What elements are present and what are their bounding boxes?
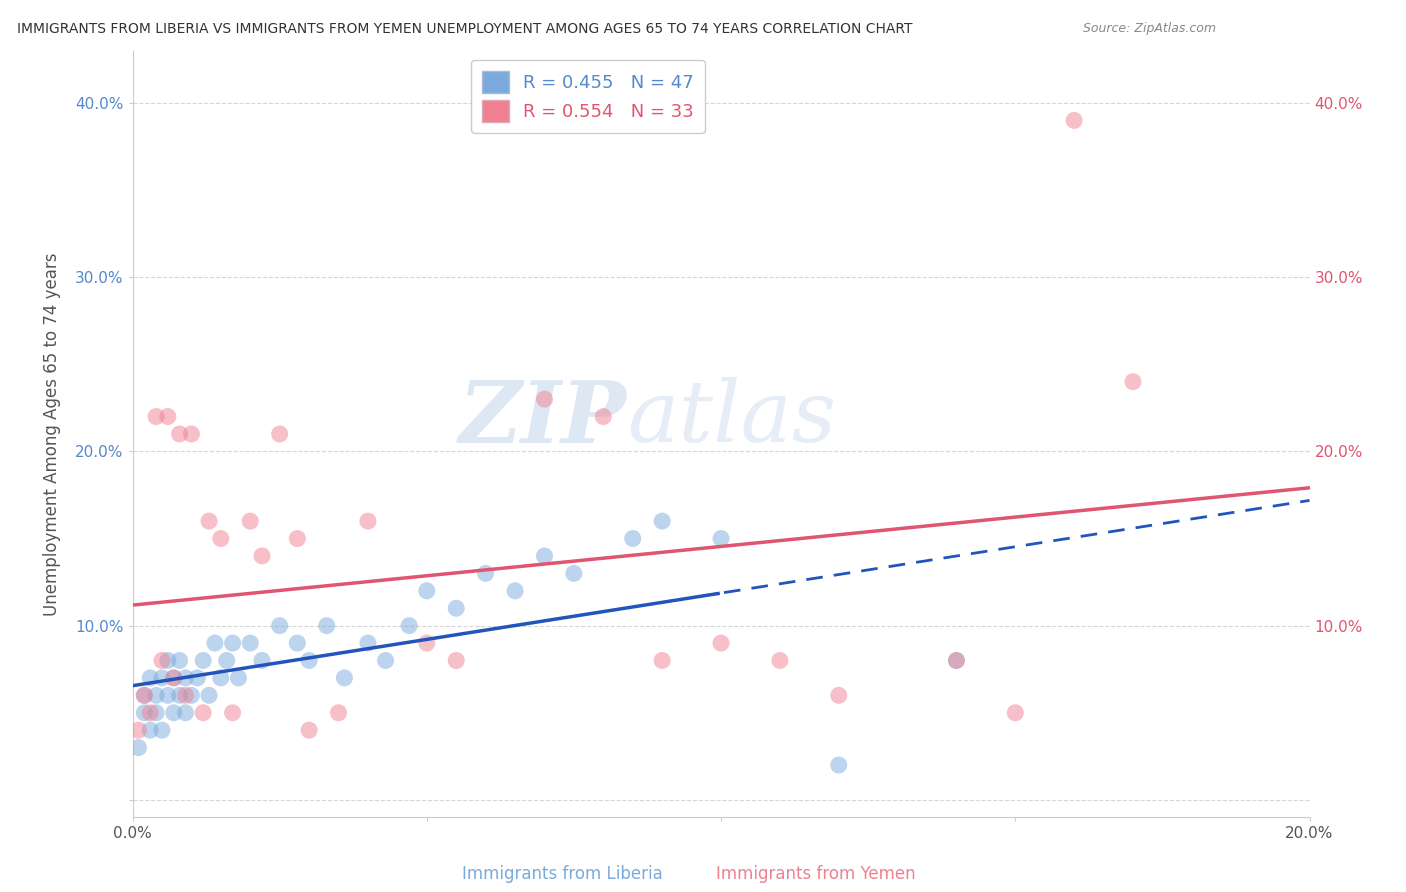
Point <box>416 636 439 650</box>
Point <box>169 689 191 703</box>
Point <box>298 723 321 738</box>
Point <box>710 532 733 546</box>
Point <box>191 706 214 720</box>
Point <box>221 636 243 650</box>
Point <box>444 653 467 667</box>
Point <box>285 636 308 650</box>
Point <box>562 566 585 581</box>
Point <box>198 514 221 528</box>
Point <box>828 758 851 772</box>
Point <box>315 618 337 632</box>
Point <box>1004 706 1026 720</box>
Point <box>174 689 197 703</box>
Point <box>651 514 673 528</box>
Point <box>139 671 162 685</box>
Point <box>180 689 202 703</box>
Point <box>533 549 555 563</box>
Point <box>174 706 197 720</box>
Point <box>533 392 555 406</box>
Text: Immigrants from Yemen: Immigrants from Yemen <box>716 864 915 882</box>
Point <box>156 689 179 703</box>
Point <box>127 740 149 755</box>
Point <box>710 636 733 650</box>
Point <box>145 689 167 703</box>
Point <box>145 409 167 424</box>
Point <box>239 514 262 528</box>
Text: IMMIGRANTS FROM LIBERIA VS IMMIGRANTS FROM YEMEN UNEMPLOYMENT AMONG AGES 65 TO 7: IMMIGRANTS FROM LIBERIA VS IMMIGRANTS FR… <box>17 22 912 37</box>
Point <box>828 689 851 703</box>
Point <box>163 671 186 685</box>
Point <box>204 636 226 650</box>
Point <box>1063 113 1085 128</box>
Point <box>1122 375 1144 389</box>
Point <box>145 706 167 720</box>
Point <box>250 549 273 563</box>
Point <box>150 723 173 738</box>
Point <box>174 671 197 685</box>
Point <box>163 706 186 720</box>
Point <box>298 653 321 667</box>
Text: Immigrants from Liberia: Immigrants from Liberia <box>463 864 662 882</box>
Point <box>191 653 214 667</box>
Point <box>139 706 162 720</box>
Point <box>156 653 179 667</box>
Point <box>221 706 243 720</box>
Point <box>180 427 202 442</box>
Point <box>503 583 526 598</box>
Point <box>269 427 291 442</box>
Point <box>134 706 156 720</box>
Point <box>150 653 173 667</box>
Point <box>769 653 792 667</box>
Point <box>209 671 232 685</box>
Point <box>215 653 238 667</box>
Point <box>163 671 186 685</box>
Point <box>592 409 614 424</box>
Point <box>474 566 496 581</box>
Point <box>186 671 208 685</box>
Point <box>169 653 191 667</box>
Point <box>621 532 644 546</box>
Point <box>333 671 356 685</box>
Point <box>169 427 191 442</box>
Point <box>228 671 250 685</box>
Point <box>198 689 221 703</box>
Y-axis label: Unemployment Among Ages 65 to 74 years: Unemployment Among Ages 65 to 74 years <box>44 252 60 615</box>
Point <box>209 532 232 546</box>
Legend: R = 0.455   N = 47, R = 0.554   N = 33: R = 0.455 N = 47, R = 0.554 N = 33 <box>471 60 704 133</box>
Text: Source: ZipAtlas.com: Source: ZipAtlas.com <box>1083 22 1216 36</box>
Point <box>357 636 380 650</box>
Point <box>139 723 162 738</box>
Text: atlas: atlas <box>627 377 837 460</box>
Point <box>127 723 149 738</box>
Point <box>945 653 967 667</box>
Point <box>269 618 291 632</box>
Point <box>651 653 673 667</box>
Point <box>134 689 156 703</box>
Point <box>239 636 262 650</box>
Point <box>150 671 173 685</box>
Point <box>444 601 467 615</box>
Point <box>156 409 179 424</box>
Point <box>374 653 396 667</box>
Point <box>328 706 350 720</box>
Point <box>398 618 420 632</box>
Point <box>250 653 273 667</box>
Text: ZIP: ZIP <box>458 377 627 460</box>
Point <box>134 689 156 703</box>
Point <box>285 532 308 546</box>
Point <box>945 653 967 667</box>
Point <box>416 583 439 598</box>
Point <box>357 514 380 528</box>
